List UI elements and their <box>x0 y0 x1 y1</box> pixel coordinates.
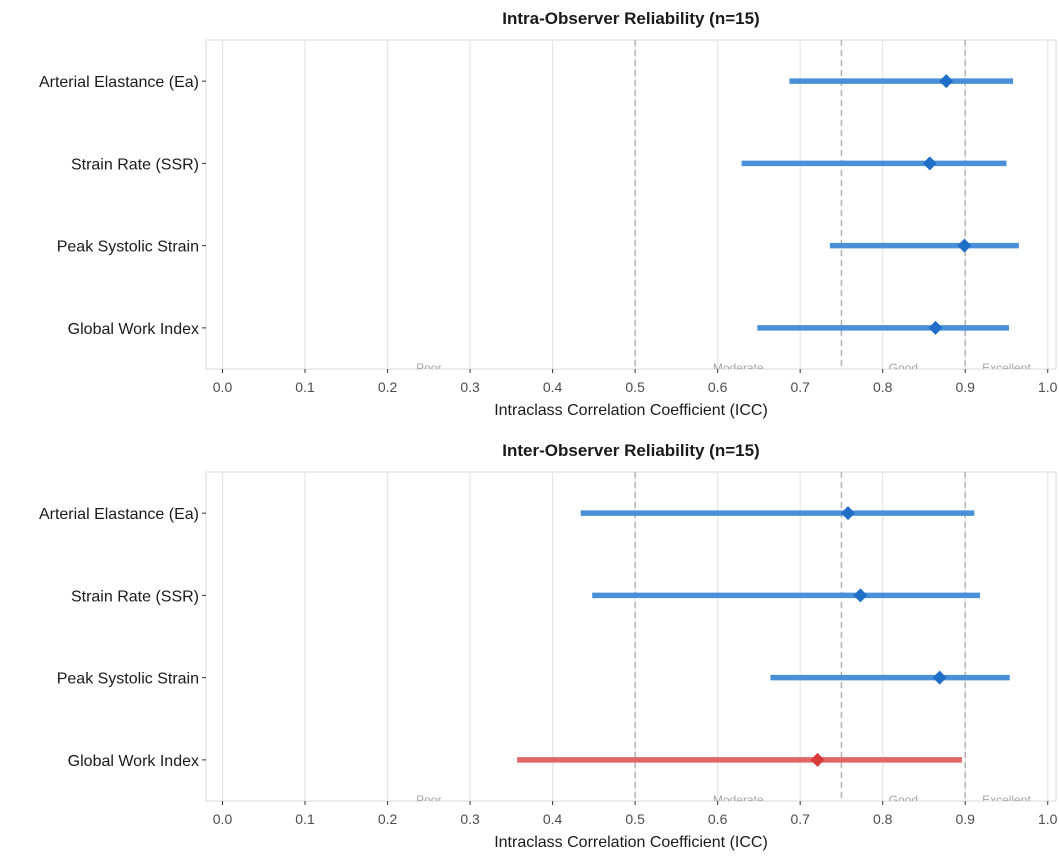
zone-label-good: Good <box>889 361 918 375</box>
x-tick-label: 0.1 <box>295 379 315 395</box>
x-tick-label: 0.7 <box>790 379 810 395</box>
zone-labels: Poor Moderate Good Excellent <box>416 793 1031 807</box>
y-tick-label: Strain Rate (SSR) <box>71 156 199 173</box>
icc-point <box>853 588 868 603</box>
chart-title: Intra-Observer Reliability (n=15) <box>502 9 759 28</box>
y-tick-label: Peak Systolic Strain <box>57 239 199 256</box>
icc-point <box>922 156 937 171</box>
y-tick-label: Global Work Index <box>68 753 199 770</box>
chart-title: Inter-Observer Reliability (n=15) <box>502 441 759 460</box>
plot-area <box>205 39 1057 370</box>
zone-label-moderate: Moderate <box>713 361 764 375</box>
plot-area <box>205 471 1057 802</box>
x-tick-label: 0.4 <box>543 379 563 395</box>
x-tick-label: 0.8 <box>873 379 893 395</box>
x-tick-label: 0.1 <box>295 811 315 827</box>
x-tick-label: 0.7 <box>790 811 810 827</box>
x-tick-label: 0.9 <box>955 811 975 827</box>
y-tick-label: Global Work Index <box>68 321 199 338</box>
icc-point <box>932 670 947 685</box>
x-tick-label: 0.2 <box>378 811 398 827</box>
x-tick-label: 1.0 <box>1038 811 1058 827</box>
x-tick-label: 0.6 <box>708 379 728 395</box>
y-tick-label: Strain Rate (SSR) <box>71 588 199 605</box>
x-tick-label: 0.0 <box>213 811 233 827</box>
x-tick-label: 0.5 <box>625 811 645 827</box>
zone-label-poor: Poor <box>416 361 441 375</box>
chart-panel-1: Poor Moderate Good Excellent Arterial Elasta… <box>39 9 1058 419</box>
zone-label-moderate: Moderate <box>713 793 764 807</box>
chart-panel-2: Poor Moderate Good Excellent Arterial Elasta… <box>39 441 1058 851</box>
zone-label-good: Good <box>889 793 918 807</box>
icc-point <box>957 238 972 253</box>
zone-label-poor: Poor <box>416 793 441 807</box>
y-tick-label: Arterial Elastance (Ea) <box>39 506 199 523</box>
icc-point <box>810 752 825 767</box>
x-axis-label: Intraclass Correlation Coefficient (ICC) <box>494 834 768 851</box>
x-tick-label: 0.6 <box>708 811 728 827</box>
zone-label-excellent: Excellent <box>982 361 1031 375</box>
icc-point <box>841 506 856 521</box>
x-tick-label: 0.3 <box>460 811 480 827</box>
zone-labels: Poor Moderate Good Excellent <box>416 361 1031 375</box>
x-tick-label: 0.8 <box>873 811 893 827</box>
x-axis-label: Intraclass Correlation Coefficient (ICC) <box>494 402 768 419</box>
x-tick-label: 0.4 <box>543 811 563 827</box>
x-tick-label: 0.9 <box>955 379 975 395</box>
y-tick-label: Arterial Elastance (Ea) <box>39 74 199 91</box>
icc-point <box>928 320 943 335</box>
x-tick-label: 1.0 <box>1038 379 1058 395</box>
x-tick-label: 0.0 <box>213 379 233 395</box>
y-tick-label: Peak Systolic Strain <box>57 671 199 688</box>
icc-point <box>939 74 954 89</box>
x-tick-label: 0.2 <box>378 379 398 395</box>
x-tick-label: 0.5 <box>625 379 645 395</box>
x-tick-label: 0.3 <box>460 379 480 395</box>
zone-label-excellent: Excellent <box>982 793 1031 807</box>
